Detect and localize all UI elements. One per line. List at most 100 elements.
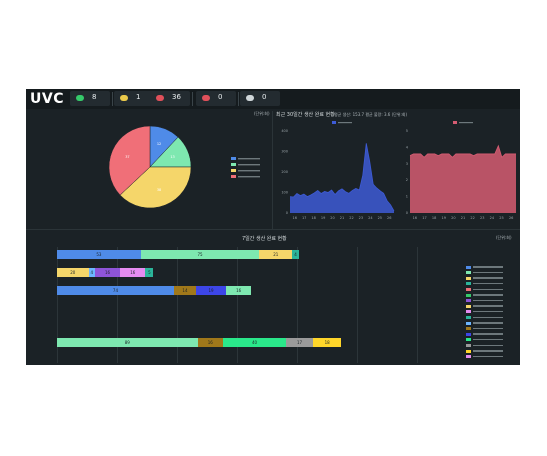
bar-segment[interactable]: 20: [57, 268, 89, 277]
bar-legend-item[interactable]: [466, 299, 503, 305]
bar-legend-label: [473, 316, 503, 319]
top-bar: UVC 8 1 36 0 0: [26, 89, 520, 109]
bar-legend-item[interactable]: [466, 349, 503, 355]
bar-legend-label: [473, 339, 503, 341]
y-tick-label: 4: [406, 145, 409, 149]
panel-divider-horizontal: [26, 229, 520, 230]
bar-gridline: [357, 247, 358, 363]
bar-legend-label: [473, 322, 503, 324]
y-tick-label: 100: [281, 191, 288, 195]
status-count: 8: [92, 93, 97, 101]
bar-segment[interactable]: 40: [222, 338, 287, 347]
area-series-line: [289, 143, 395, 212]
bar-legend-item[interactable]: [466, 321, 503, 327]
bar-legend-item[interactable]: [466, 304, 503, 310]
bar-legend-swatch: [466, 293, 471, 297]
x-tick-label: 17: [422, 216, 426, 220]
bar-segment[interactable]: 16: [197, 338, 223, 347]
bar-segment[interactable]: 21: [259, 250, 293, 259]
x-tick-label: 21: [340, 216, 344, 220]
bar-legend-item[interactable]: [466, 355, 503, 361]
x-tick-label: 23: [480, 216, 484, 220]
bar-segment[interactable]: 74: [57, 286, 174, 295]
bar-legend-swatch: [466, 276, 471, 280]
pie-unit: (단위:회): [254, 111, 270, 116]
pie-legend-swatch: [231, 163, 236, 166]
bar-legend-swatch: [466, 321, 471, 325]
x-tick-label: 24: [490, 216, 495, 220]
divider: [112, 92, 113, 106]
bar-legend-item[interactable]: [466, 282, 503, 288]
x-tick-label: 16: [413, 216, 417, 220]
pie-legend-label: [238, 158, 260, 160]
bar-legend-item[interactable]: [466, 287, 503, 293]
pie-slice[interactable]: [108, 125, 151, 196]
bar-segment[interactable]: 18: [312, 338, 342, 347]
bar-legend-swatch: [466, 287, 471, 291]
y-tick-label: 5: [406, 129, 408, 133]
y-tick-label: 0: [406, 211, 408, 215]
status-item-2[interactable]: 1: [114, 91, 154, 106]
y-tick-label: 1: [406, 195, 408, 199]
y-tick-label: 0: [286, 211, 288, 215]
stacked-bar-chart: 53 75 21 4 20 4 16 16 5 74 14 19 16 89 16 40 17 18: [26, 89, 520, 365]
x-tick-label: 24: [368, 216, 373, 220]
bar-legend-item[interactable]: [466, 293, 503, 299]
bar-panel-unit: (단위:회): [496, 235, 512, 240]
x-tick-label: 16: [292, 216, 296, 220]
bar-legend-swatch: [466, 265, 471, 269]
bar-legend-item[interactable]: [466, 276, 503, 282]
bar-legend-label: [473, 344, 503, 347]
area-legend-label: [459, 122, 473, 124]
bar-segment[interactable]: 16: [94, 268, 121, 277]
bar-segment[interactable]: 53: [57, 250, 141, 259]
bar-legend-swatch: [466, 343, 471, 347]
bar-segment[interactable]: 75: [140, 250, 260, 259]
bar-segment[interactable]: 17: [286, 338, 313, 347]
status-item-4[interactable]: 0: [196, 91, 236, 106]
bar-legend-item[interactable]: [466, 327, 503, 333]
area-series[interactable]: [410, 145, 516, 213]
bar-legend-item[interactable]: [466, 315, 503, 321]
bar-legend-label: [473, 266, 503, 268]
bar-legend-item[interactable]: [466, 332, 503, 338]
bar-legend-label: [473, 350, 503, 352]
y-tick-label: 400: [281, 129, 288, 133]
bar-legend-item[interactable]: [466, 338, 503, 344]
bar-segment[interactable]: 14: [173, 286, 197, 295]
bar-legend-item[interactable]: [466, 265, 503, 271]
pie-legend-swatch: [231, 157, 236, 160]
bar-segment[interactable]: 89: [57, 338, 198, 347]
status-item-1[interactable]: 8: [70, 91, 110, 106]
bar-segment[interactable]: 19: [196, 286, 227, 295]
dashboard-screen: UVC 8 1 36 0 0 (단위:회) 12 13 38 37 최근 30일: [26, 89, 520, 365]
status-count: 0: [262, 93, 267, 101]
status-count: 1: [136, 93, 141, 101]
x-tick-label: 19: [441, 216, 445, 220]
pie-chart: 12 13 38 37: [108, 125, 260, 209]
bar-segment[interactable]: 4: [88, 268, 95, 277]
bar-segment[interactable]: 16: [226, 286, 252, 295]
bar-gridline: [237, 247, 238, 363]
status-item-3[interactable]: 36: [150, 91, 190, 106]
bar-legend-swatch: [466, 349, 471, 353]
bar-legend-item[interactable]: [466, 271, 503, 277]
bar-legend-item[interactable]: [466, 343, 503, 349]
bar-legend-swatch: [466, 332, 471, 336]
panel-divider-vertical: [272, 111, 273, 229]
bar-segment[interactable]: 16: [120, 268, 146, 277]
status-item-5[interactable]: 0: [240, 91, 280, 106]
bar-gridline: [177, 247, 178, 363]
bar-legend-label: [473, 277, 503, 279]
bar-segment[interactable]: 5: [145, 268, 154, 277]
line-panel-summary: 평균 생산: 153.7 평균 불량: 3.6 (단위:회): [334, 112, 408, 117]
equipment-green-icon: [76, 95, 84, 101]
x-tick-label: 25: [499, 216, 503, 220]
status-count: 0: [218, 93, 223, 101]
x-tick-label: 21: [461, 216, 465, 220]
bar-legend-item[interactable]: [466, 310, 503, 316]
pie-slice[interactable]: [119, 166, 192, 209]
bar-segment[interactable]: 4: [292, 250, 299, 259]
area-series[interactable]: [290, 143, 394, 213]
